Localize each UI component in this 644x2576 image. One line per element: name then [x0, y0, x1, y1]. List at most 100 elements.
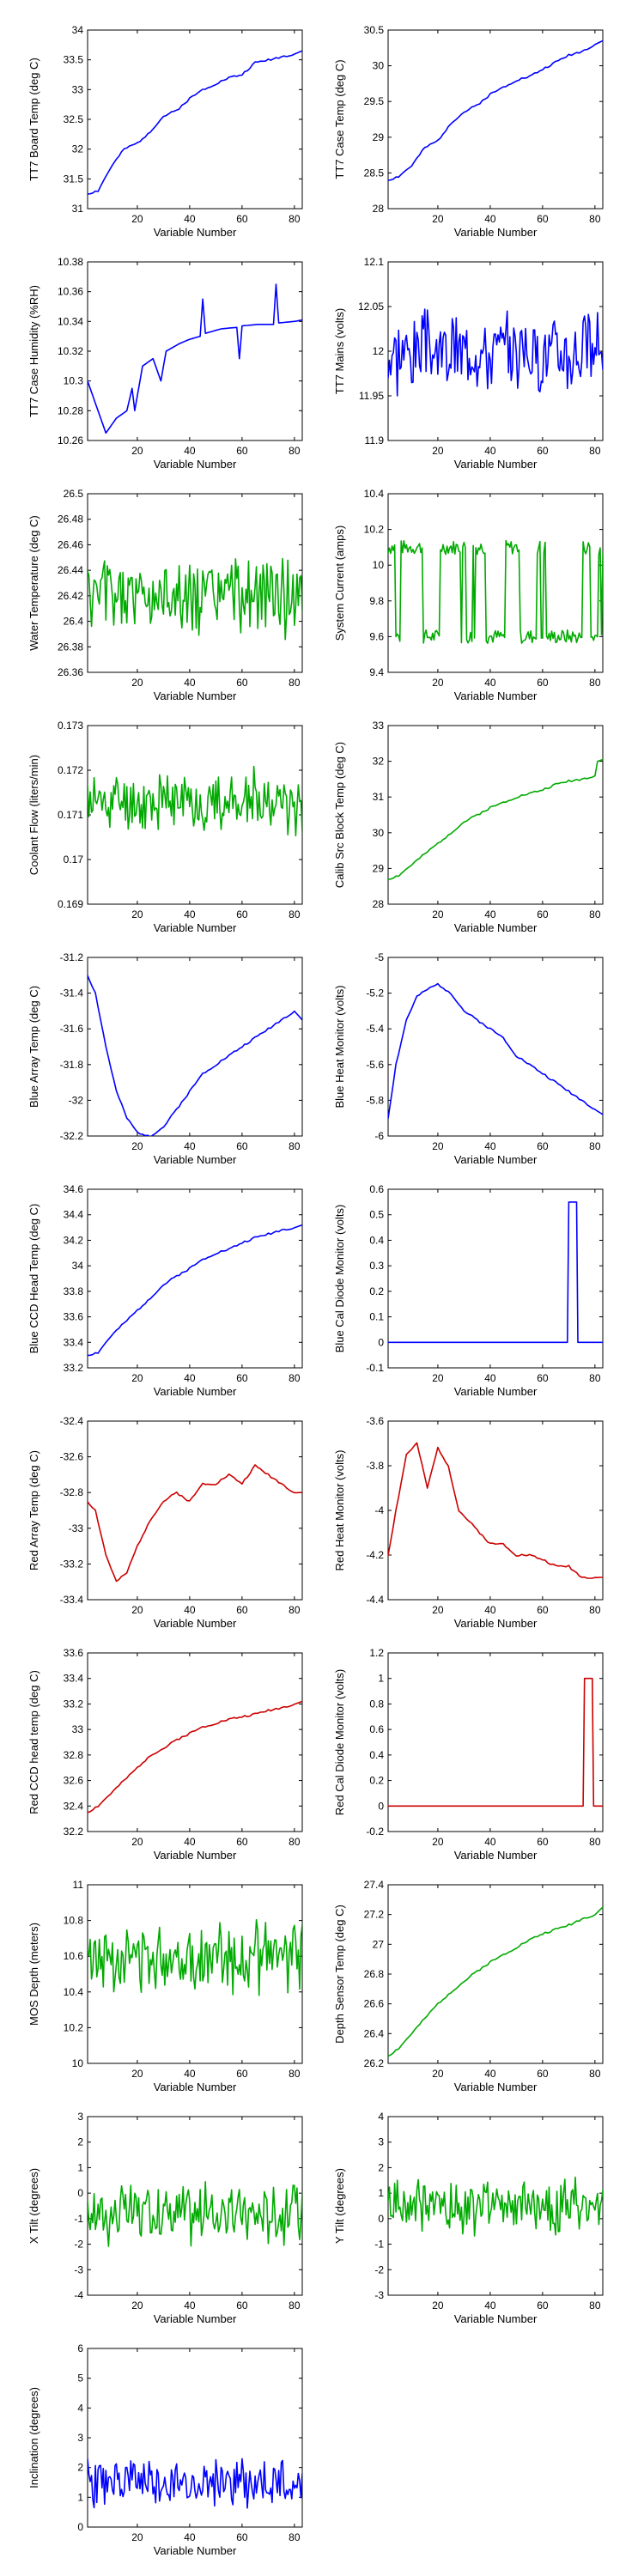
y-tick-label: 30	[373, 827, 385, 839]
x-tick-label: 80	[289, 1140, 301, 1152]
y-tick-label: 29	[373, 131, 385, 143]
x-axis-label: Variable Number	[154, 1849, 237, 1862]
y-tick-label: 33.5	[64, 54, 84, 66]
subplot-2: 20 40 60 80 28 28.5 29 29.5 30 30.5 Variable Numbe…	[333, 24, 604, 239]
series-line	[88, 1224, 302, 1357]
plot-frame	[87, 261, 303, 441]
y-tick-label: 32.6	[64, 1775, 84, 1787]
y-tick-label: 32.2	[64, 1826, 84, 1838]
y-tick-label: 10.36	[58, 286, 83, 298]
x-tick-label: 20	[131, 445, 143, 457]
y-tick-label: 10.34	[58, 315, 83, 327]
y-axis-label: Depth Sensor Temp (deg C)	[333, 1905, 346, 2044]
y-axis-label: TT7 Board Temp (deg C)	[27, 58, 40, 181]
subplot-1: 20 40 60 80 31 31.5 32 32.5 33 33.5 34 Variable Num…	[27, 24, 303, 239]
y-tick-label: 27.4	[364, 1879, 385, 1891]
y-tick-label: -31.8	[60, 1059, 84, 1071]
y-tick-label: 27	[373, 1938, 385, 1950]
series-line	[88, 1918, 302, 1996]
x-tick-label: 20	[131, 2068, 143, 2080]
series-line	[88, 283, 302, 434]
y-tick-label: 12.05	[358, 301, 384, 313]
y-tick-label: 10.6	[64, 1950, 84, 1962]
y-tick-label: 0.17	[64, 854, 84, 866]
y-tick-label: 32.4	[64, 1800, 84, 1812]
y-tick-label: -5.2	[366, 987, 384, 999]
series-line	[88, 2458, 302, 2509]
x-tick-label: 40	[184, 445, 196, 457]
y-axis-label: TT7 Case Humidity (%RH)	[27, 285, 40, 417]
subplot-9: 20 40 60 80 -32.2 -32 -31.8 -31.6 -31.4 -31.2 Vari…	[27, 951, 303, 1166]
y-tick-label: 10.38	[58, 256, 83, 268]
y-tick-label: 31	[72, 203, 84, 215]
y-tick-label: 11	[73, 1879, 84, 1891]
series-line	[88, 50, 302, 195]
x-tick-label: 80	[589, 2300, 601, 2312]
x-tick-label: 20	[131, 1604, 143, 1616]
x-tick-label: 20	[432, 677, 444, 689]
y-tick-label: -5.6	[366, 1059, 384, 1071]
y-tick-label: 26.4	[364, 2027, 385, 2039]
plot-frame	[387, 1652, 604, 1832]
subplot-3: 20 40 60 80 10.26 10.28 10.3 10.32 10.34 10.36 10.…	[27, 256, 303, 471]
subplot-19: 20 40 60 80 -4 -3 -2 -1 0 1 2 3 Variable Number X Til…	[27, 2111, 303, 2325]
y-tick-label: -32.4	[60, 1415, 84, 1427]
y-tick-label: 26.8	[364, 1968, 385, 1980]
series-line	[388, 539, 603, 644]
series-line	[88, 1700, 302, 1814]
y-tick-label: 0.5	[369, 1209, 384, 1221]
subplot-14: 20 40 60 80 -4.4 -4.2 -4 -3.8 -3.6 Variable Numbe…	[333, 1415, 604, 1630]
x-axis-label: Variable Number	[154, 458, 237, 471]
plot-frame	[87, 1884, 303, 2064]
y-tick-label: -31.6	[60, 1023, 84, 1035]
y-tick-label: -2	[74, 2239, 83, 2251]
series-line	[388, 1201, 603, 1344]
y-tick-label: 0.4	[369, 1234, 384, 1246]
y-tick-label: -1	[374, 2239, 384, 2251]
x-tick-label: 20	[432, 1604, 444, 1616]
y-tick-label: -3.6	[366, 1415, 384, 1427]
y-tick-label: 10.28	[58, 404, 83, 416]
subplot-8: 20 40 60 80 28 29 30 31 32 33 Variable Number Calib…	[333, 720, 604, 934]
y-tick-label: 0.8	[369, 1698, 384, 1710]
y-axis-label: Red CCD head temp (deg C)	[27, 1670, 40, 1814]
x-tick-label: 20	[131, 2531, 143, 2543]
y-tick-label: -0.2	[366, 1826, 384, 1838]
y-tick-label: 28.5	[364, 167, 385, 179]
y-tick-label: 26.44	[58, 564, 83, 576]
x-tick-label: 60	[537, 1604, 549, 1616]
x-tick-label: 60	[537, 1140, 549, 1152]
series-line	[388, 1906, 603, 2057]
series-line	[388, 982, 603, 1120]
x-tick-label: 80	[289, 677, 301, 689]
y-tick-label: 0.173	[58, 720, 83, 732]
y-axis-label: Coolant Flow (liters/min)	[27, 755, 40, 875]
y-tick-label: 1.2	[369, 1647, 384, 1659]
y-tick-label: -3.8	[366, 1460, 384, 1472]
subplot-7: 20 40 60 80 0.169 0.17 0.171 0.172 0.173 Variable…	[27, 720, 303, 934]
y-tick-label: 32.5	[64, 113, 84, 125]
y-tick-label: 31	[373, 791, 385, 803]
x-tick-label: 60	[236, 2068, 248, 2080]
y-axis-label: Inclination (degrees)	[27, 2387, 40, 2488]
x-tick-label: 80	[289, 1836, 301, 1848]
subplot-10: 20 40 60 80 -6 -5.8 -5.6 -5.4 -5.2 -5 Variable Num…	[333, 951, 604, 1166]
x-tick-label: 60	[537, 213, 549, 225]
y-tick-label: 32	[373, 756, 385, 768]
x-tick-label: 20	[432, 1140, 444, 1152]
series-line	[88, 1464, 302, 1583]
x-tick-label: 20	[432, 908, 444, 920]
y-tick-label: 9.4	[369, 666, 384, 678]
y-tick-label: -4.2	[366, 1549, 384, 1561]
x-tick-label: 60	[537, 908, 549, 920]
x-axis-label: Variable Number	[454, 921, 538, 934]
y-tick-label: 3	[77, 2432, 83, 2444]
y-tick-label: 10.4	[64, 1986, 84, 1998]
x-tick-label: 60	[236, 1604, 248, 1616]
x-tick-label: 60	[537, 445, 549, 457]
x-tick-label: 80	[289, 2068, 301, 2080]
y-tick-label: 0.6	[369, 1723, 384, 1735]
y-tick-label: 26.6	[364, 1998, 385, 2010]
y-tick-label: -4.4	[366, 1594, 384, 1606]
series-line	[388, 39, 603, 181]
